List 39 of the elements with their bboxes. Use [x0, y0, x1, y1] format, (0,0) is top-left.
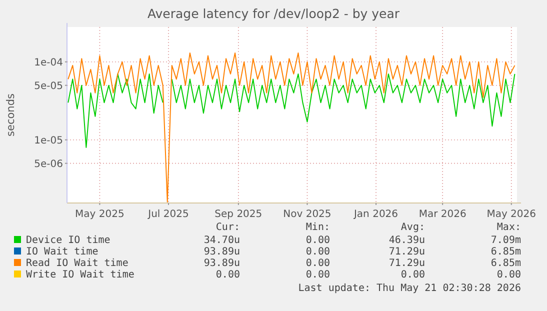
text: 0.00 [306, 270, 330, 280]
legend-label: Read IO Wait time [26, 258, 128, 269]
text: Max: [496, 222, 521, 233]
text: 0.00 [496, 270, 521, 280]
text: 93.89u [204, 246, 240, 258]
text: 0.00 [306, 235, 330, 246]
text: Min: [306, 222, 330, 233]
y-tick-label: 1e-04 [34, 57, 63, 68]
y-tick-label: 5e-05 [34, 80, 63, 92]
legend-label: Device IO time [26, 235, 110, 246]
text: 7.09m [490, 235, 521, 246]
y-tick-label: 1e-05 [34, 135, 63, 146]
text: 0.00 [306, 258, 330, 269]
y-tick-label: 5e-06 [34, 158, 63, 170]
x-tick-label: Jul 2025 [147, 209, 189, 220]
text: 34.70u [204, 235, 240, 246]
text: Last update: Thu May 21 02:30:28 2026 [298, 283, 521, 294]
x-tick-label: Mar 2026 [418, 209, 466, 220]
x-tick-label: May 2026 [486, 209, 536, 220]
text: 71.29u [388, 246, 425, 258]
text: 0.00 [216, 270, 240, 280]
text: 0.00 [306, 246, 330, 258]
text: 6.85m [490, 258, 521, 269]
y-axis-title: seconds [5, 94, 17, 136]
x-tick-label: Nov 2025 [283, 209, 332, 220]
text: 93.89u [204, 258, 240, 269]
text: Avg: [400, 222, 425, 233]
legend-label: IO Wait time [26, 246, 98, 258]
text: Cur: [216, 222, 240, 233]
legend-label: Write IO Wait time [26, 270, 134, 280]
chart-title: Average latency for /dev/loop2 - by year [147, 6, 400, 21]
text: 46.39u [388, 235, 425, 246]
text: 0.00 [400, 270, 425, 280]
x-tick-label: Sep 2025 [214, 209, 262, 220]
x-tick-label: May 2025 [75, 209, 124, 220]
text: 71.29u [388, 258, 425, 269]
text: 6.85m [490, 246, 521, 258]
x-tick-label: Jan 2026 [353, 209, 398, 220]
line-series [68, 52, 516, 202]
